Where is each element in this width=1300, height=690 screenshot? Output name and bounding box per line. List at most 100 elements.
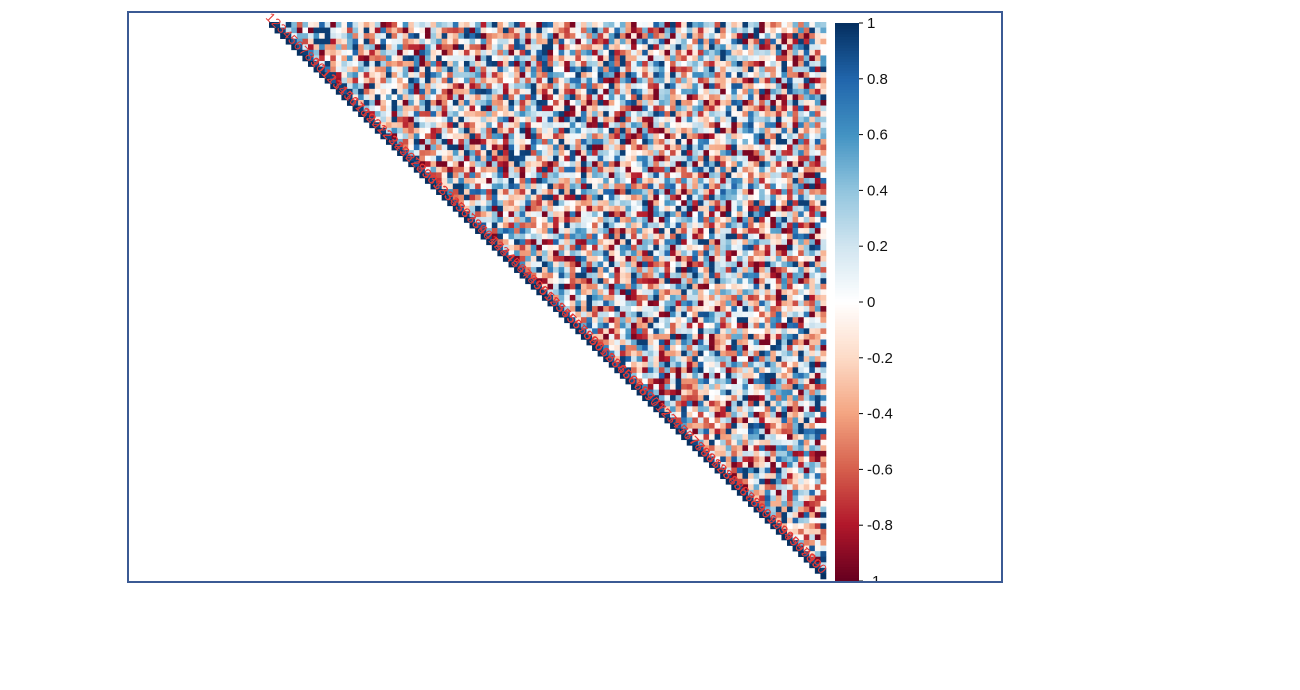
heatmap-cell xyxy=(798,462,805,468)
heatmap-cell xyxy=(486,166,493,173)
heatmap-cell xyxy=(625,122,632,129)
heatmap-cell xyxy=(681,339,688,346)
heatmap-cell xyxy=(703,417,710,424)
heatmap-cell xyxy=(748,88,754,95)
heatmap-cell xyxy=(475,228,481,234)
heatmap-cell xyxy=(814,166,821,173)
heatmap-cell xyxy=(502,99,509,106)
heatmap-cell xyxy=(385,66,392,73)
heatmap-cell xyxy=(714,322,721,329)
heatmap-cell xyxy=(697,417,704,424)
heatmap-cell xyxy=(759,94,766,101)
heatmap-cell xyxy=(525,205,532,212)
heatmap-cell xyxy=(703,423,710,429)
heatmap-cell xyxy=(686,400,693,407)
heatmap-cell xyxy=(631,361,637,368)
heatmap-cell xyxy=(525,239,532,246)
heatmap-cell xyxy=(736,200,743,207)
heatmap-cell xyxy=(547,105,554,112)
heatmap-cell xyxy=(720,462,727,468)
heatmap-cell xyxy=(748,311,754,318)
heatmap-cell xyxy=(508,250,515,257)
heatmap-cell xyxy=(770,339,777,346)
heatmap-cell xyxy=(486,228,493,234)
heatmap-cell xyxy=(631,116,637,123)
heatmap-cell xyxy=(670,278,676,285)
heatmap-cell xyxy=(547,272,554,279)
heatmap-cell xyxy=(681,83,688,90)
heatmap-cell xyxy=(670,183,676,190)
heatmap-cell xyxy=(346,55,353,62)
heatmap-cell xyxy=(614,289,621,296)
heatmap-cell xyxy=(452,60,459,67)
heatmap-cell xyxy=(686,339,693,346)
heatmap-cell xyxy=(670,306,676,312)
heatmap-cell xyxy=(809,367,816,374)
heatmap-cell xyxy=(346,88,353,95)
heatmap-cell xyxy=(731,339,738,346)
heatmap-cell xyxy=(486,77,493,84)
heatmap-cell xyxy=(792,189,799,195)
heatmap-cell xyxy=(631,328,637,335)
heatmap-cell xyxy=(664,289,671,296)
heatmap-cell xyxy=(625,183,632,190)
heatmap-cell xyxy=(380,72,387,78)
heatmap-cell xyxy=(664,33,671,40)
heatmap-cell xyxy=(653,311,660,318)
heatmap-cell xyxy=(692,200,699,207)
heatmap-cell xyxy=(781,434,788,441)
heatmap-cell xyxy=(664,328,671,335)
heatmap-cell xyxy=(692,105,699,112)
heatmap-cell xyxy=(770,44,777,51)
heatmap-cell xyxy=(803,400,810,407)
heatmap-cell xyxy=(820,417,827,424)
heatmap-cell xyxy=(803,272,810,279)
heatmap-cell xyxy=(519,122,526,129)
heatmap-cell xyxy=(809,177,816,184)
heatmap-cell xyxy=(530,122,537,129)
heatmap-cell xyxy=(781,506,788,513)
heatmap-cell xyxy=(759,289,766,296)
heatmap-cell xyxy=(664,183,671,190)
heatmap-cell xyxy=(664,361,671,368)
heatmap-cell xyxy=(775,512,782,519)
heatmap-cell xyxy=(436,27,442,34)
heatmap-cell xyxy=(753,506,760,513)
heatmap-cell xyxy=(580,122,587,129)
heatmap-cell xyxy=(558,144,565,151)
heatmap-cell xyxy=(720,300,727,307)
heatmap-cell xyxy=(764,105,771,112)
heatmap-cell xyxy=(358,72,364,78)
heatmap-cell xyxy=(709,300,715,307)
heatmap-cell xyxy=(408,33,415,40)
heatmap-cell xyxy=(475,72,481,78)
heatmap-cell xyxy=(725,233,732,240)
heatmap-cell xyxy=(770,200,777,207)
heatmap-cell xyxy=(692,255,699,262)
heatmap-cell xyxy=(603,272,610,279)
heatmap-cell xyxy=(642,183,649,190)
heatmap-cell xyxy=(725,88,732,95)
heatmap-cell xyxy=(731,66,738,73)
heatmap-cell xyxy=(759,473,766,480)
heatmap-cell xyxy=(703,367,710,374)
heatmap-cell xyxy=(608,72,615,78)
heatmap-cell xyxy=(486,105,493,112)
heatmap-cell xyxy=(580,261,587,268)
heatmap-cell xyxy=(753,489,760,496)
heatmap-cell xyxy=(608,155,615,162)
heatmap-cell xyxy=(463,77,470,84)
heatmap-cell xyxy=(636,384,643,390)
heatmap-cell xyxy=(619,306,626,312)
heatmap-cell xyxy=(402,133,409,140)
heatmap-cell xyxy=(753,150,760,156)
heatmap-cell xyxy=(787,27,793,34)
heatmap-cell xyxy=(553,111,559,117)
heatmap-cell xyxy=(675,328,682,335)
heatmap-cell xyxy=(670,72,676,78)
heatmap-cell xyxy=(692,144,699,151)
heatmap-cell xyxy=(614,177,621,184)
heatmap-cell xyxy=(697,88,704,95)
heatmap-cell xyxy=(508,94,515,101)
heatmap-cell xyxy=(814,211,821,218)
